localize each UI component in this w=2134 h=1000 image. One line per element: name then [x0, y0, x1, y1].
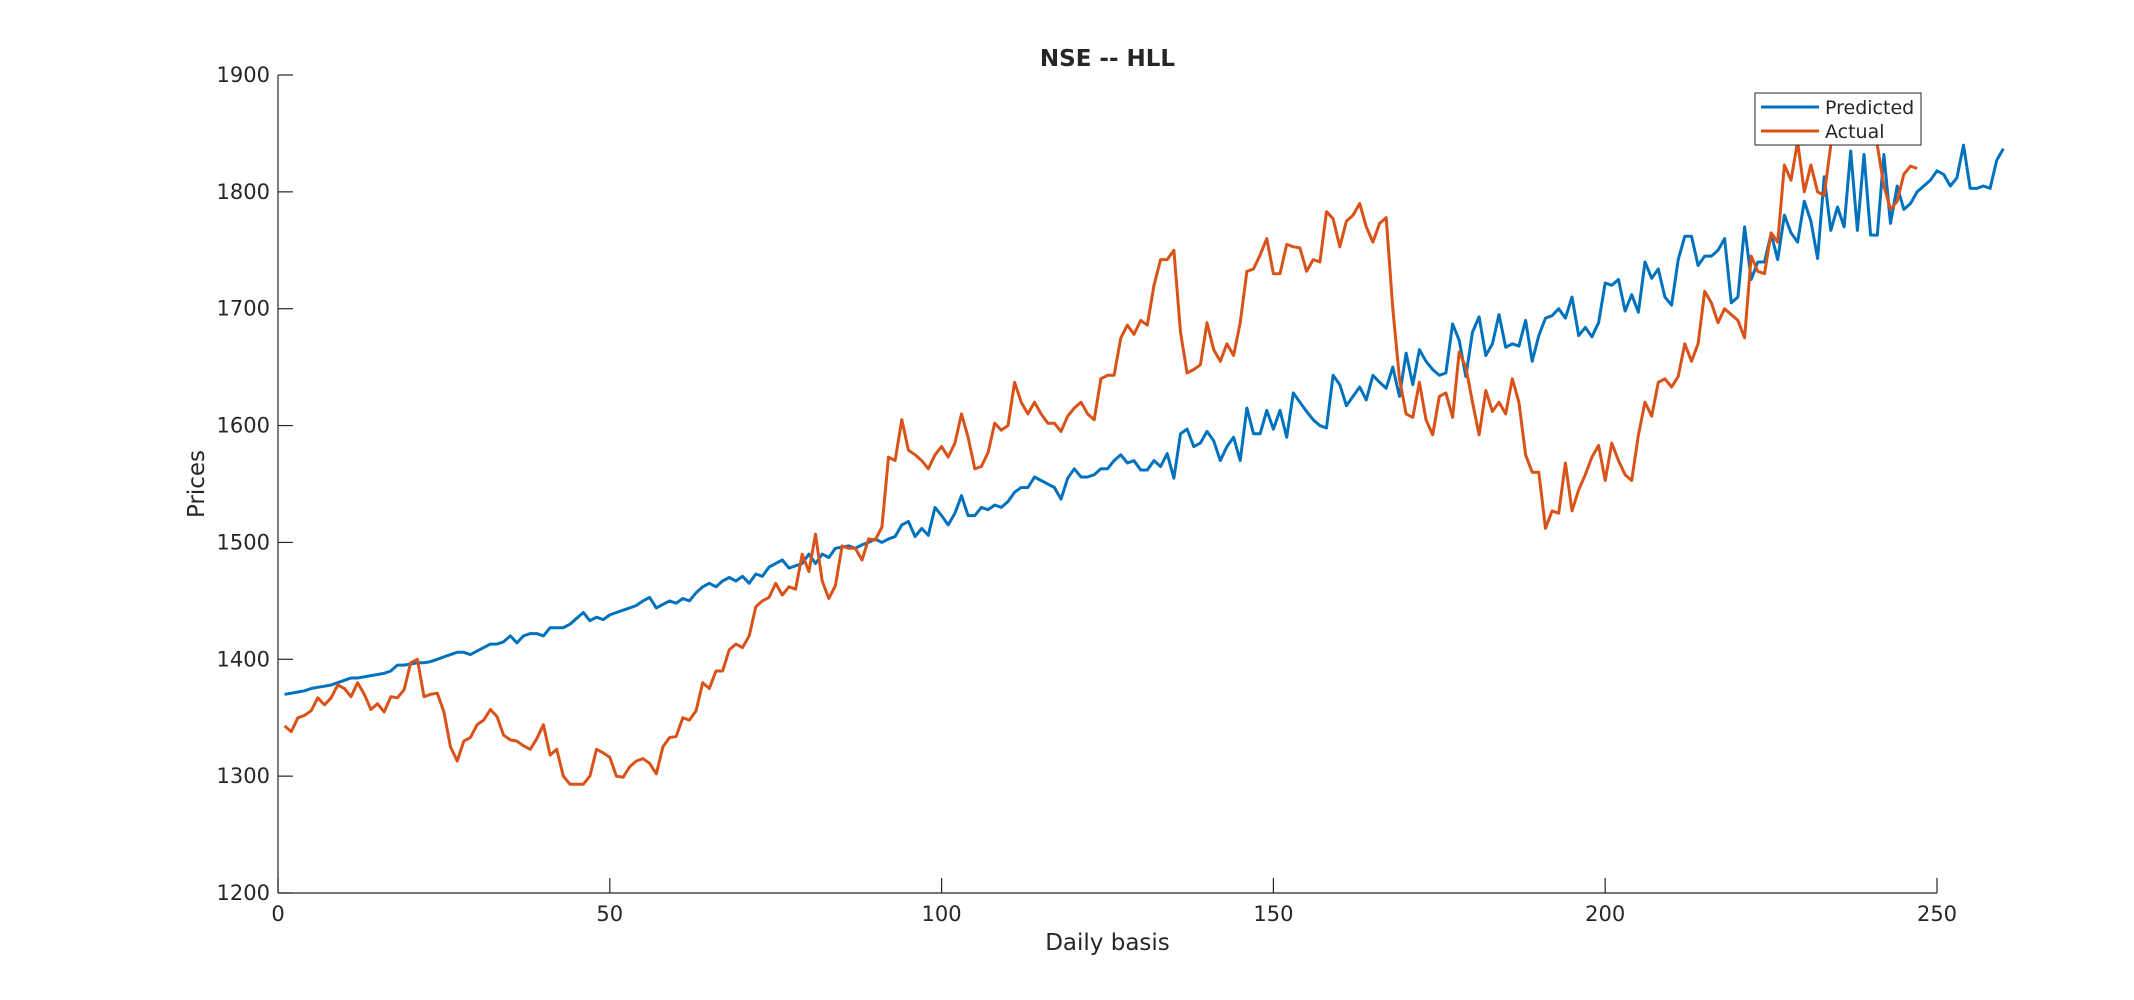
legend-box: [1754, 92, 1922, 146]
y-axis-label: Prices: [184, 450, 210, 518]
x-tick-label: 50: [596, 902, 623, 926]
chart-title: NSE -- HLL: [1040, 46, 1176, 72]
x-tick-label: 250: [1917, 902, 1957, 926]
legend-label-actual: Actual: [1825, 121, 1885, 143]
plot-area: [278, 75, 1937, 893]
x-tick-label: 150: [1253, 902, 1293, 926]
y-tick-label: 1200: [217, 881, 270, 905]
y-tick-label: 1700: [217, 297, 270, 321]
y-tick-label: 1500: [217, 530, 270, 554]
series-line-predicted: [284, 143, 2005, 696]
axes-layer: 0 50 100 150 200 250 1200 1300 1400 1500 1600 1700 1…: [217, 63, 1958, 926]
y-tick-label: 1800: [217, 180, 270, 204]
series-line-actual: [283, 114, 1918, 786]
y-tick-label: 1900: [217, 63, 270, 87]
y-tick-label: 1600: [217, 414, 270, 438]
x-axis-label: Daily basis: [1045, 930, 1170, 956]
y-tick-label: 1400: [217, 647, 270, 671]
y-tick-label: 1300: [217, 764, 270, 788]
x-tick-label: 200: [1585, 902, 1625, 926]
x-tick-label: 100: [922, 902, 962, 926]
series-layer: [283, 114, 2005, 786]
legend-label-predicted: Predicted: [1825, 97, 1914, 119]
x-tick-label: 0: [271, 902, 284, 926]
